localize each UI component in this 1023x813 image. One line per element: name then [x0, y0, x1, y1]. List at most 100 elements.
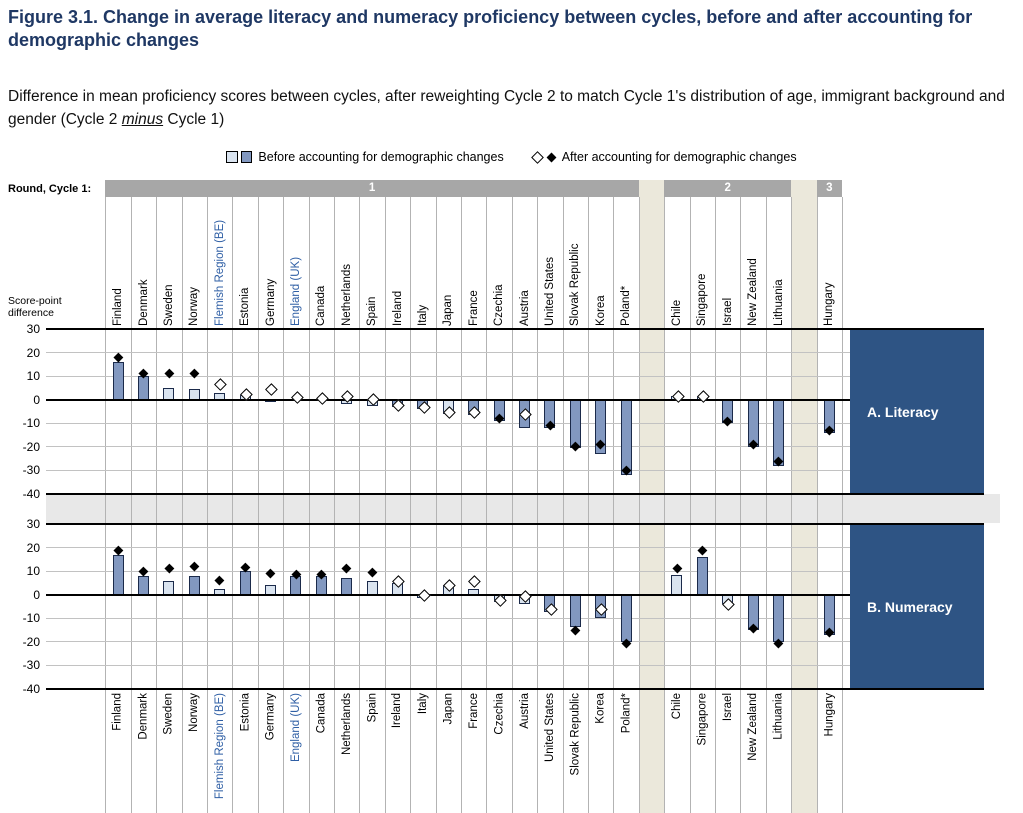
label-bottom-sweden: Sweden [162, 693, 175, 735]
y-tick-numeracy: -10 [22, 611, 40, 626]
marker-numeracy-spain [367, 567, 377, 578]
legend-before-label: Before accounting for demographic change… [258, 150, 504, 164]
label-bottom-spain: Spain [366, 693, 379, 723]
vertical-gridline [765, 197, 767, 813]
y-tick-literacy: 10 [26, 369, 40, 384]
marker-numeracy-netherlands [341, 563, 352, 574]
marker-numeracy-chile [672, 563, 682, 574]
label-bottom-england-uk: England (UK) [289, 693, 302, 763]
label-top-singapore: Singapore [696, 273, 709, 326]
vertical-gridline [232, 197, 234, 813]
legend-after-label: After accounting for demographic changes [561, 150, 797, 164]
label-bottom-norway: Norway [188, 693, 201, 732]
label-bottom-japan: Japan [442, 693, 455, 725]
marker-numeracy-denmark [138, 566, 149, 576]
label-bottom-flemish-region-be: Flemish Region (BE) [213, 693, 226, 800]
gridline--30 [46, 469, 984, 471]
bar-literacy-denmark [138, 376, 149, 400]
gridline-10 [46, 375, 984, 377]
vertical-gridline [257, 197, 259, 813]
vertical-gridline [283, 197, 285, 813]
label-top-austria: Austria [518, 290, 531, 326]
vertical-gridline [308, 197, 310, 813]
label-top-czechia: Czechia [493, 284, 506, 326]
label-top-united-states: United States [543, 256, 556, 326]
legend-square-light-icon [226, 151, 238, 163]
panel-top-line [46, 522, 984, 525]
vertical-gridline [689, 197, 691, 813]
label-top-norway: Norway [188, 287, 201, 326]
label-top-israel: Israel [721, 297, 734, 326]
vertical-gridline [181, 197, 183, 813]
marker-numeracy-sweden [164, 563, 174, 574]
label-top-new-zealand: New Zealand [747, 258, 760, 326]
bar-numeracy-lithuania [773, 594, 784, 642]
zero-line [46, 398, 984, 401]
marker-literacy-flemish-region-be [214, 377, 227, 391]
chart-legend: Before accounting for demographic change… [0, 150, 1023, 164]
vertical-gridline [664, 197, 666, 813]
y-tick-literacy: -40 [22, 486, 40, 501]
marker-numeracy-flemish-region-be [214, 575, 225, 586]
label-top-korea: Korea [594, 295, 607, 326]
bar-numeracy-sweden [163, 580, 175, 595]
gridline-10 [46, 570, 984, 572]
label-bottom-germany: Germany [264, 693, 277, 741]
y-axis-title: Score-point difference [8, 295, 62, 319]
bar-numeracy-poland [620, 594, 632, 642]
label-bottom-italy: Italy [416, 693, 429, 715]
label-top-lithuania: Lithuania [772, 279, 785, 326]
marker-numeracy-slovak-republic [570, 625, 581, 635]
vertical-gridline [511, 197, 513, 813]
bar-numeracy-netherlands [341, 578, 353, 595]
label-bottom-poland: Poland* [620, 693, 633, 734]
vertical-gridline [588, 197, 589, 813]
label-bottom-singapore: Singapore [696, 693, 709, 746]
subtitle-part2: Cycle 1) [163, 111, 225, 128]
label-bottom-denmark: Denmark [137, 693, 150, 740]
vertical-gridline [156, 197, 158, 813]
label-bottom-ireland: Ireland [391, 693, 404, 729]
zero-line [46, 593, 984, 596]
marker-literacy-canada [316, 392, 329, 405]
marker-numeracy-italy [417, 589, 431, 602]
vertical-gridline [816, 197, 818, 813]
label-top-ireland: Ireland [391, 290, 404, 326]
label-top-hungary: Hungary [823, 282, 836, 326]
label-top-italy: Italy [416, 304, 429, 326]
y-tick-literacy: 0 [33, 392, 40, 407]
vertical-gridline [410, 197, 412, 813]
vertical-gridline [486, 197, 488, 813]
subtitle-minus-word: minus [121, 111, 164, 128]
panel-bottom-line [46, 492, 984, 495]
label-top-canada: Canada [315, 285, 328, 326]
label-bottom-chile: Chile [670, 693, 683, 720]
panel-label-numeracy: B. Numeracy [850, 525, 984, 688]
label-bottom-estonia: Estonia [239, 693, 252, 732]
bar-numeracy-denmark [138, 575, 149, 595]
label-top-flemish-region-be: Flemish Region (BE) [213, 219, 226, 326]
label-top-estonia: Estonia [239, 287, 252, 326]
y-tick-numeracy: 0 [33, 587, 40, 602]
vertical-gridline [562, 197, 564, 813]
label-bottom-canada: Canada [315, 693, 328, 734]
gridline--10 [46, 617, 984, 619]
bar-numeracy-chile [671, 574, 683, 595]
label-top-netherlands: Netherlands [340, 263, 353, 326]
label-bottom-lithuania: Lithuania [772, 693, 785, 740]
marker-literacy-finland [113, 352, 123, 363]
legend-diamond-filled-icon [546, 152, 557, 162]
round-segment-2: 2 [664, 180, 792, 197]
marker-numeracy-france [468, 575, 481, 588]
vertical-gridline [461, 197, 462, 813]
vertical-gridline [791, 197, 793, 813]
bar-numeracy-singapore [696, 556, 708, 595]
panel-bottom-line [46, 687, 984, 690]
label-bottom-france: France [467, 693, 480, 729]
bar-numeracy-slovak-republic [569, 594, 581, 627]
label-top-chile: Chile [670, 299, 683, 326]
bar-literacy-poland [620, 399, 632, 476]
figure-subtitle: Difference in mean proficiency scores be… [8, 85, 1010, 131]
label-bottom-new-zealand: New Zealand [747, 693, 760, 761]
gridline-20 [46, 352, 984, 354]
